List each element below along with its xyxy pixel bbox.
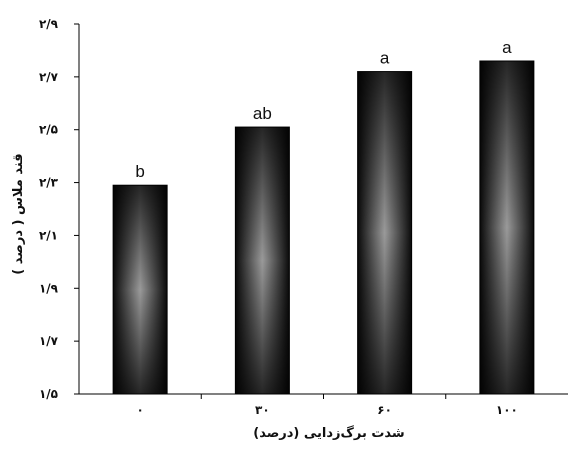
x-axis-title: شدت برگ‌زدایی (درصد) <box>253 424 404 441</box>
bar-significance-label: a <box>380 49 390 68</box>
y-tick-label: ۲/۹ <box>39 17 59 31</box>
bar-shading <box>357 71 412 395</box>
y-tick-label: ۱/۵ <box>39 387 58 401</box>
y-axis-title: قند ملاس ( درصد ) <box>11 153 26 274</box>
y-tick-label: ۲/۵ <box>39 123 58 137</box>
bar-labels: b ab a a <box>135 38 512 181</box>
bar-significance-label: ab <box>253 104 272 123</box>
y-tick-label: ۱/۷ <box>39 334 59 348</box>
x-tick-label: ۳۰ <box>255 403 270 417</box>
bar-significance-label: a <box>502 38 512 57</box>
bars <box>112 60 535 395</box>
x-tick-label: ۱۰۰ <box>496 403 518 417</box>
y-tick-label: ۱/۹ <box>39 281 59 295</box>
x-tick-label: ۶۰ <box>377 403 392 417</box>
bar-significance-label: b <box>135 162 144 181</box>
x-ticks: ۰ ۳۰ ۶۰ ۱۰۰ <box>136 394 518 417</box>
y-tick-label: ۲/۳ <box>39 176 59 190</box>
bar-shading <box>113 185 168 394</box>
bar-shading <box>479 61 534 394</box>
y-tick-label: ۲/۷ <box>39 70 59 84</box>
x-tick-label: ۰ <box>136 403 143 417</box>
y-ticks: ۱/۵ ۱/۷ ۱/۹ ۲/۱ ۲/۳ ۲/۵ ۲/۷ ۲/۹ <box>39 17 79 401</box>
y-tick-label: ۲/۱ <box>39 228 58 242</box>
bar-shading <box>235 127 290 395</box>
